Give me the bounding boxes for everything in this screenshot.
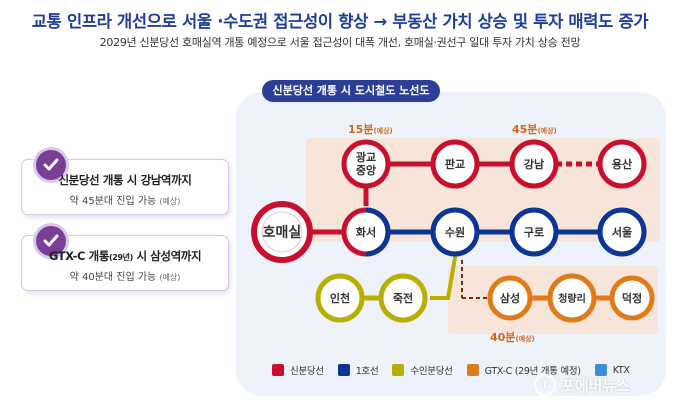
station-label: 죽전 (393, 291, 413, 305)
station-jukjeon: 죽전 (378, 273, 428, 323)
line-legend: 신분당선 1호선 수인분당선 GTX-C (29년 개통 예정) KTX (272, 360, 644, 380)
station-incheon: 인천 (315, 273, 365, 323)
publisher-watermark: f 포에버뉴스 (534, 374, 630, 396)
info-card-samseong: GTX-C 개통(29년) 시 삼성역까지 약 40분대 진입 가능 (예상) (22, 226, 228, 290)
time-label-15: 15분(예상) (348, 123, 393, 136)
legend-swatch (466, 364, 479, 376)
stations: 호매실 광교 중앙 판교 강남 용산 화서 수원 구 (251, 139, 655, 323)
station-label: 중앙 (356, 164, 376, 177)
station-homaesil: 호매실 (251, 201, 313, 263)
time-labels: 15분(예상) 45분(예상) 40분(예상) (348, 123, 557, 344)
card-detail-text: 약 40분대 진입 가능 (69, 272, 157, 283)
station-cheongnyangni: 청량리 (547, 273, 597, 323)
station-gwanggyo-jungang: 광교 중앙 (341, 139, 391, 189)
legend-item-gtxc: GTX-C (29년 개통 예정) (466, 363, 581, 377)
card-headline-b: 시 삼성역까지 (132, 249, 202, 263)
station-label: 청량리 (558, 292, 586, 305)
page-title: 교통 인프라 개선으로 서울 ·수도권 접근성이 향상 → 부동산 가치 상승 … (31, 12, 649, 31)
legend-item-sinbundang: 신분당선 (272, 363, 324, 377)
station-label: 수원 (445, 225, 465, 239)
legend-label: 수인분당선 (410, 366, 453, 377)
legend-label: 1호선 (355, 366, 379, 377)
legend-swatch (594, 364, 607, 376)
station-label: 호매실 (263, 225, 302, 241)
station-gangnam: 강남 (509, 139, 559, 189)
legend-label: GTX-C (29년 개통 예정) (484, 366, 581, 377)
station-label: 광교 (356, 151, 376, 164)
card-headline: GTX-C 개통(29년) 시 삼성역까지 (22, 248, 228, 264)
station-samseong: 삼성 (487, 275, 533, 321)
legend-swatch (392, 364, 405, 376)
station-yongsan: 용산 (597, 139, 647, 189)
legend-item-suin: 수인분당선 (392, 363, 453, 377)
station-pangyo: 판교 (430, 139, 480, 189)
station-label: 인천 (330, 291, 350, 305)
line-connectors (300, 161, 612, 301)
station-label: 덕정 (622, 291, 642, 305)
legend-swatch (337, 364, 350, 376)
check-icon (36, 150, 66, 180)
info-card-gangnam: 신분당선 개통 시 강남역까지 약 45분대 진입 가능 (예상) (22, 150, 228, 214)
station-label: 구로 (524, 226, 544, 239)
legend-label: KTX (612, 364, 630, 376)
station-label: 서울 (612, 225, 632, 239)
page-subtitle: 2029년 신분당선 호매실역 개통 예정으로 서울 접근성이 대폭 개선, 호… (99, 36, 581, 49)
station-seoul: 서울 (597, 207, 647, 257)
card-detail-text: 약 45분대 진입 가능 (69, 196, 157, 207)
check-icon (36, 226, 66, 256)
card-note: (예상) (159, 197, 181, 206)
station-label: 강남 (524, 157, 544, 171)
station-deokjeong: 덕정 (609, 275, 655, 321)
legend-item-ktx: KTX (594, 364, 630, 376)
publisher-name: 포에버뉴스 (561, 376, 631, 395)
route-map-title: 신분당선 개통 시 도시철도 노선도 (262, 80, 440, 102)
card-note: (예상) (159, 273, 181, 282)
station-suwon: 수원 (430, 207, 480, 257)
card-detail: 약 45분대 진입 가능 (예상) (22, 192, 228, 207)
station-label: 삼성 (500, 291, 520, 305)
card-headline-a: GTX-C 개통 (48, 249, 110, 263)
station-hwaseo: 화서 (341, 207, 391, 257)
legend-swatch (272, 364, 284, 376)
card-headline-small: (29년) (109, 253, 133, 262)
card-detail: 약 40분대 진입 가능 (예상) (22, 268, 228, 283)
station-label: 판교 (445, 157, 465, 171)
time-label-45: 45분(예상) (512, 123, 557, 136)
legend-item-line1: 1호선 (337, 363, 379, 377)
station-label: 화서 (356, 225, 376, 239)
station-guro: 구로 (509, 207, 559, 257)
card-headline: 신분당선 개통 시 강남역까지 (58, 173, 192, 187)
publisher-logo-icon: f (534, 374, 556, 396)
legend-label: 신분당선 (290, 366, 324, 377)
station-label: 용산 (612, 157, 632, 171)
time-label-40: 40분(예상) (490, 331, 535, 344)
